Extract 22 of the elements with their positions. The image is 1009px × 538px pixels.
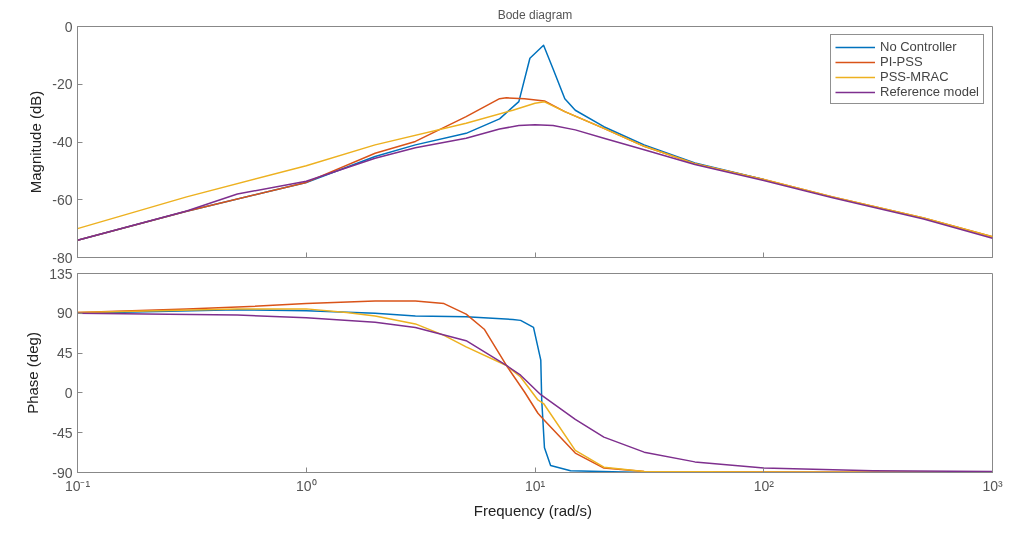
legend-label: PI-PSS [880,54,923,69]
y-tick-label: 0 [64,18,73,35]
y-tick-label: 135 [49,265,73,282]
y-tick-label: -20 [52,76,73,93]
y-tick-label: -60 [52,191,73,208]
x-tick-label: 10³ [982,477,1003,494]
y-tick-label: -45 [52,424,73,441]
chart-title: Bode diagram [497,7,573,22]
x-tick-label: 10⁰ [295,477,317,494]
legend-label: PSS-MRAC [880,69,949,84]
x-tick-label: 10² [753,477,775,494]
legend-label: Reference model [880,84,979,99]
y-axis-title: Magnitude (dB) [27,90,45,194]
y-tick-label: 0 [64,384,73,401]
x-tick-label: 10¹ [524,477,546,494]
legend-label: No Controller [880,39,957,54]
y-tick-label: 90 [56,305,73,322]
y-axis-title: Phase (deg) [24,332,42,414]
x-axis-title: Frequency (rad/s) [473,501,593,519]
y-tick-label: 45 [56,345,73,362]
y-tick-label: -40 [52,134,73,150]
y-tick-label: -80 [52,249,73,266]
